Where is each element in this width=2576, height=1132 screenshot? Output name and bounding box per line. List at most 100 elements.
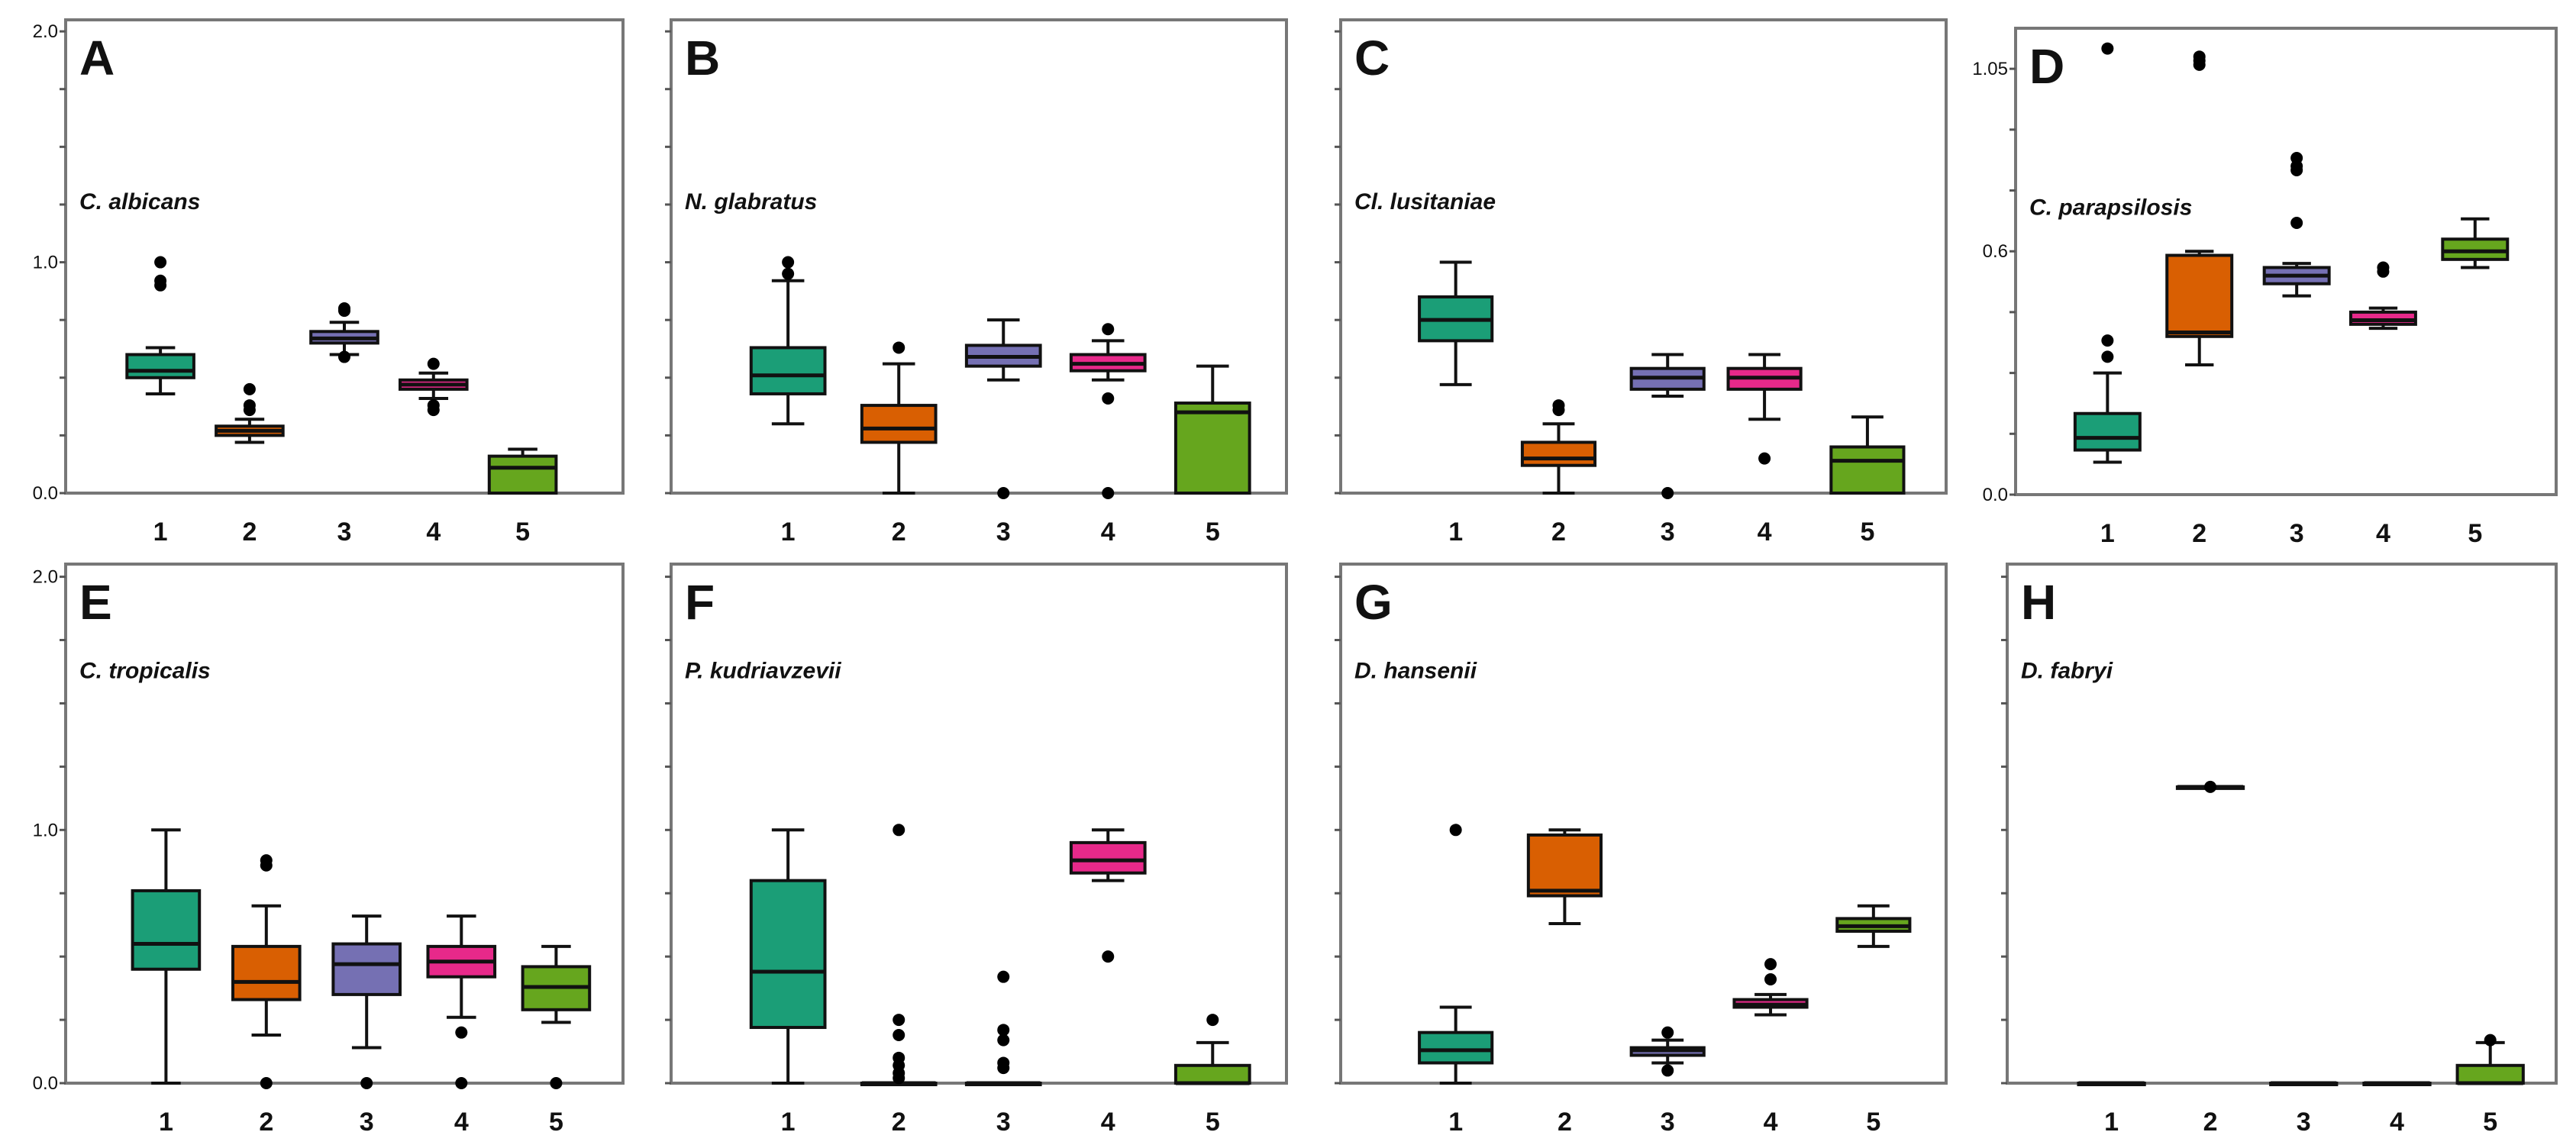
box-4 [2348, 261, 2417, 331]
x-tick-label: 2 [2192, 519, 2206, 548]
outlier-point [1102, 392, 1115, 405]
outlier-point [2377, 265, 2390, 278]
y-tick-label: 0.0 [33, 1073, 58, 1094]
outlier-point [1449, 824, 1462, 837]
x-tick-label: 5 [515, 518, 530, 547]
outlier-point [1661, 487, 1674, 499]
box-5 [1835, 904, 1912, 948]
box-5 [1173, 1014, 1251, 1085]
x-tick-label: 4 [454, 1108, 469, 1132]
box-2 [1520, 399, 1597, 495]
species-label: N. glabratus [685, 189, 817, 214]
box-1 [2077, 1081, 2146, 1086]
panel-g: G D. hansenii 1 2 3 4 5 [1335, 563, 1948, 1132]
y-tick-label: 2.0 [33, 21, 58, 42]
panel-c: C Cl. lusitaniae 1 2 3 4 5 [1335, 18, 1948, 547]
box-3 [964, 318, 1042, 499]
x-tick-label: 2 [892, 1108, 906, 1132]
outlier-point [782, 256, 795, 269]
box-4 [399, 357, 469, 417]
plot-frame [2006, 563, 2558, 1085]
outlier-point [1102, 487, 1115, 499]
x-tick-label: 1 [2104, 1108, 2119, 1132]
x-tick-label: 3 [337, 518, 352, 547]
iqr-box [125, 353, 195, 379]
box-2 [860, 824, 938, 1086]
outlier-point [455, 1026, 468, 1039]
plot-frame [64, 18, 625, 495]
outlier-point [2101, 42, 2114, 55]
outlier-point [2484, 1034, 2497, 1047]
box-3 [2262, 152, 2331, 298]
box-1 [131, 828, 202, 1085]
y-tick-label: 0.0 [1983, 485, 2008, 505]
outlier-point [550, 1077, 563, 1089]
box-5 [1829, 415, 1906, 495]
panel-letter: E [79, 575, 112, 630]
outlier-point [338, 305, 350, 318]
outlier-point [893, 1028, 905, 1041]
box-5 [521, 944, 592, 1089]
x-tick-label: 5 [2483, 1108, 2497, 1132]
outlier-point [455, 1077, 468, 1089]
outlier-point [997, 1062, 1010, 1075]
plot-frame [1339, 18, 1948, 495]
panel-letter: H [2021, 575, 2056, 630]
box-4 [1732, 958, 1809, 1017]
iqr-box [1173, 402, 1251, 495]
x-tick-label: 3 [996, 1108, 1011, 1132]
panel-f: F P. kudriavzevii 1 2 3 4 5 [665, 563, 1288, 1132]
box-2 [1526, 828, 1603, 926]
box-2 [860, 341, 938, 495]
x-tick-label: 1 [781, 518, 796, 547]
x-tick-label: 1 [2100, 519, 2115, 548]
x-tick-label: 5 [1206, 518, 1220, 547]
x-tick-label: 5 [1866, 1108, 1880, 1132]
panel-a: 0.0 1.0 2.0 A C. albicans 1 2 3 4 5 [33, 18, 625, 547]
outlier-point [2290, 217, 2303, 230]
outlier-point [338, 350, 350, 363]
species-label: Cl. lusitaniae [1354, 189, 1496, 214]
box-3 [1629, 353, 1706, 499]
panel-b: B N. glabratus 1 2 3 4 5 [665, 18, 1288, 547]
y-tick-label: 0.0 [33, 483, 58, 504]
box-2 [2165, 50, 2234, 366]
outlier-point [2193, 58, 2206, 71]
y-tick-label: 1.0 [33, 820, 58, 840]
outlier-point [427, 404, 440, 417]
iqr-box [331, 942, 402, 996]
x-tick-label: 4 [1101, 518, 1115, 547]
y-tick-label: 1.0 [33, 253, 58, 273]
box-1 [749, 828, 827, 1085]
outlier-point [2204, 780, 2217, 793]
box-1 [2073, 42, 2142, 464]
outlier-point [997, 970, 1010, 983]
outlier-point [1661, 1064, 1674, 1077]
x-tick-label: 3 [2297, 1108, 2311, 1132]
panel-letter: A [79, 31, 115, 85]
x-tick-label: 3 [2290, 519, 2304, 548]
iqr-box [131, 889, 202, 971]
outlier-point [893, 341, 905, 354]
box-5 [1173, 364, 1251, 495]
outlier-point [2101, 334, 2114, 347]
iqr-box [860, 404, 938, 444]
x-tick-label: 2 [259, 1108, 273, 1132]
outlier-point [893, 1014, 905, 1027]
x-tick-label: 1 [159, 1108, 173, 1132]
x-tick-label: 2 [1558, 1108, 1572, 1132]
iqr-box [749, 346, 827, 395]
outlier-point [243, 382, 256, 395]
panel-letter: F [685, 575, 715, 630]
species-label: P. kudriavzevii [685, 659, 841, 684]
outlier-point [360, 1077, 373, 1089]
box-4 [1726, 353, 1803, 465]
box-3 [2269, 1081, 2339, 1086]
panel-letter: G [1354, 575, 1393, 630]
box-3 [964, 970, 1042, 1086]
outlier-point [893, 1072, 905, 1085]
outlier-point [154, 256, 167, 269]
outlier-point [1758, 452, 1771, 465]
box-5 [2455, 1034, 2525, 1085]
